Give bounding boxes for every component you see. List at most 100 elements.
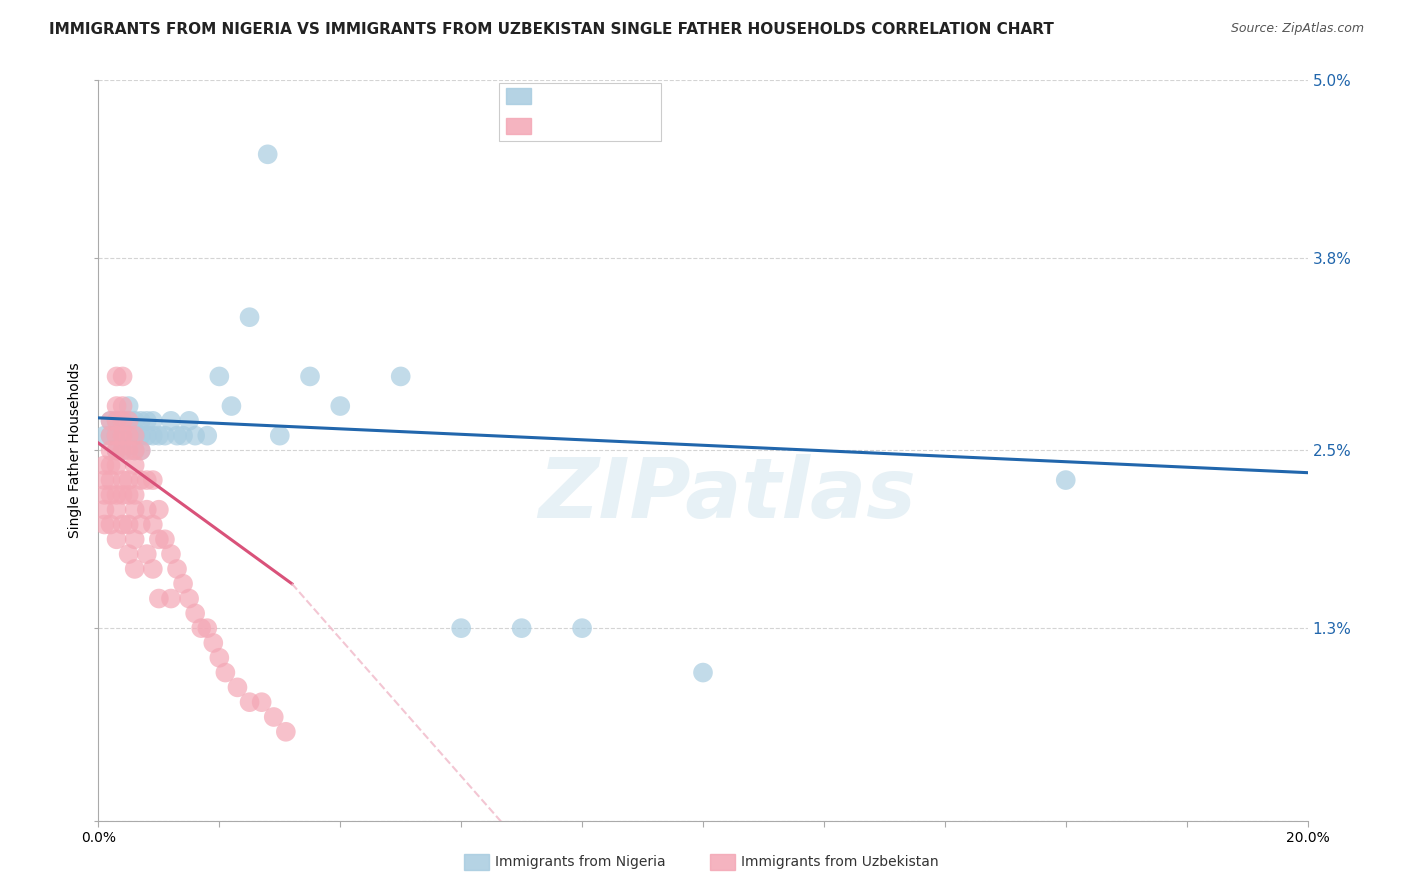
Point	[105, 458, 128, 473]
Point	[129, 428, 152, 442]
Text: Immigrants from Uzbekistan: Immigrants from Uzbekistan	[741, 855, 939, 869]
Point	[190, 621, 212, 635]
Point	[129, 517, 152, 532]
Point	[389, 369, 412, 384]
Point	[263, 710, 285, 724]
Text: -0.313: -0.313	[567, 117, 621, 131]
Point	[510, 621, 533, 635]
Point	[105, 428, 128, 442]
Point	[105, 488, 128, 502]
Point	[111, 428, 134, 442]
Point	[100, 488, 122, 502]
Point	[214, 665, 236, 680]
Point	[100, 428, 122, 442]
Text: IMMIGRANTS FROM NIGERIA VS IMMIGRANTS FROM UZBEKISTAN SINGLE FATHER HOUSEHOLDS C: IMMIGRANTS FROM NIGERIA VS IMMIGRANTS FR…	[49, 22, 1054, 37]
Point	[1054, 473, 1077, 487]
Point	[124, 562, 146, 576]
Point	[100, 414, 122, 428]
Text: N =: N =	[616, 117, 650, 131]
Point	[111, 517, 134, 532]
Point	[118, 414, 141, 428]
Point	[124, 443, 146, 458]
Point	[124, 533, 146, 547]
Point	[105, 443, 128, 458]
Point	[239, 310, 262, 325]
Point	[160, 414, 183, 428]
Point	[160, 591, 183, 606]
Point	[202, 636, 225, 650]
Point	[100, 458, 122, 473]
Point	[135, 473, 157, 487]
Point	[111, 473, 134, 487]
Point	[124, 443, 146, 458]
Point	[148, 428, 170, 442]
Point	[135, 502, 157, 516]
Point	[166, 562, 188, 576]
Point	[118, 414, 141, 428]
Point	[105, 443, 128, 458]
Point	[142, 562, 165, 576]
Point	[118, 428, 141, 442]
Point	[111, 414, 134, 428]
Point	[124, 458, 146, 473]
Text: Source: ZipAtlas.com: Source: ZipAtlas.com	[1230, 22, 1364, 36]
Point	[148, 591, 170, 606]
Point	[118, 473, 141, 487]
Point	[256, 147, 278, 161]
Point	[142, 473, 165, 487]
Point	[124, 428, 146, 442]
Point	[105, 399, 128, 413]
Point	[105, 502, 128, 516]
Point	[184, 607, 207, 621]
Point	[208, 650, 231, 665]
Point	[274, 724, 297, 739]
Point	[111, 488, 134, 502]
Point	[93, 428, 115, 442]
Point	[118, 399, 141, 413]
Point	[105, 414, 128, 428]
Point	[329, 399, 352, 413]
Point	[299, 369, 322, 384]
Point	[124, 488, 146, 502]
Point	[111, 369, 134, 384]
Point	[172, 576, 194, 591]
Y-axis label: Single Father Households: Single Father Households	[69, 363, 83, 538]
Point	[221, 399, 243, 413]
Point	[105, 414, 128, 428]
Point	[100, 414, 122, 428]
Point	[450, 621, 472, 635]
Point	[184, 428, 207, 442]
Point	[118, 443, 141, 458]
Point	[111, 399, 134, 413]
Point	[124, 502, 146, 516]
Point	[179, 591, 201, 606]
Point	[93, 517, 115, 532]
Point	[129, 443, 152, 458]
Point	[195, 428, 218, 442]
Point	[148, 502, 170, 516]
Point	[118, 517, 141, 532]
Point	[195, 621, 218, 635]
Point	[571, 621, 593, 635]
Point	[135, 547, 157, 561]
Point	[105, 533, 128, 547]
Point	[250, 695, 273, 709]
Text: ZIPatlas: ZIPatlas	[538, 454, 917, 535]
Point	[118, 547, 141, 561]
Point	[172, 428, 194, 442]
Text: Immigrants from Nigeria: Immigrants from Nigeria	[495, 855, 665, 869]
Point	[160, 547, 183, 561]
Text: N =: N =	[616, 87, 650, 102]
Text: 72: 72	[640, 117, 661, 131]
Point	[93, 488, 115, 502]
Point	[142, 428, 165, 442]
Point	[129, 473, 152, 487]
Point	[111, 428, 134, 442]
Point	[100, 443, 122, 458]
Point	[100, 428, 122, 442]
Point	[111, 443, 134, 458]
Point	[142, 414, 165, 428]
Point	[179, 414, 201, 428]
Point	[100, 517, 122, 532]
Point	[129, 443, 152, 458]
